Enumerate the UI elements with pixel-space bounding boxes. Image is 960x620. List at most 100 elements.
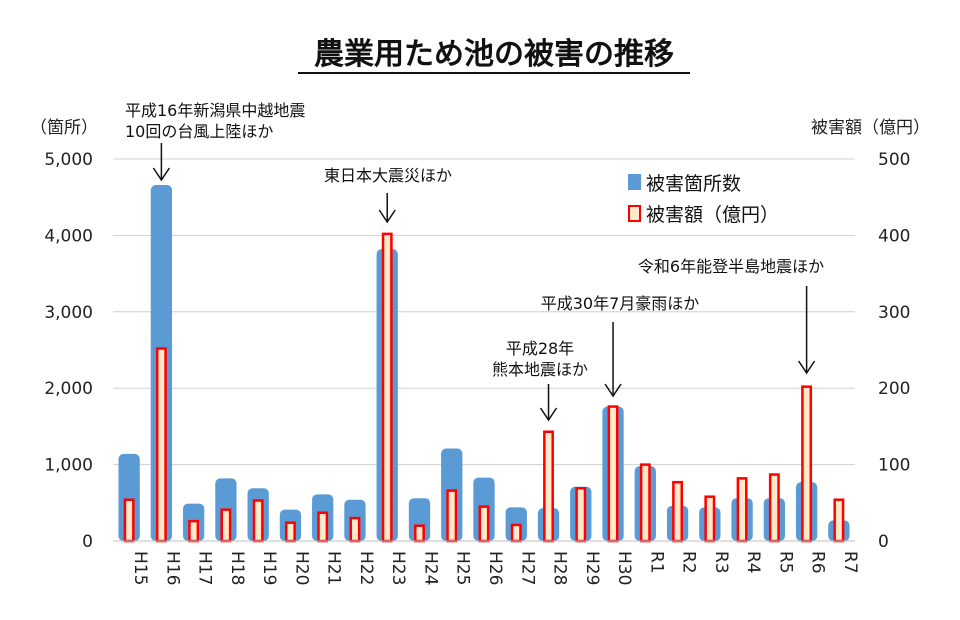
bar-amount (349, 516, 361, 543)
legend-swatch-count (628, 174, 641, 190)
bar-amount (155, 347, 167, 543)
x-tick-label-group: R4 (743, 551, 763, 574)
y-right-tick-label: 0 (878, 532, 889, 552)
y-right-tick-label: 500 (878, 150, 910, 170)
annotation-text: 平成28年 (506, 339, 574, 358)
bar-amount (543, 430, 554, 543)
x-tick-label-group: H16 (162, 551, 182, 585)
x-tick-label-group: H28 (550, 551, 570, 585)
bar-amount (478, 505, 490, 543)
y-right-tick-label: 300 (878, 303, 910, 323)
annotation-text: 熊本地震ほか (492, 360, 588, 379)
annotation-arrow-head (152, 167, 171, 182)
x-tick-label: H19 (259, 551, 279, 585)
x-tick-label-group: H25 (453, 551, 473, 585)
x-tick-label: H20 (291, 551, 311, 585)
bar-amount (801, 385, 813, 543)
y-left-tick-label: 0 (82, 532, 93, 552)
x-tick-label-group: R5 (775, 551, 795, 574)
x-tick-label-group: H24 (420, 551, 440, 585)
x-tick-label-group: H27 (517, 551, 537, 585)
y-left-tick-label: 3,000 (44, 303, 93, 323)
x-tick-label: R2 (679, 551, 699, 574)
x-tick-label-group: R3 (711, 551, 731, 574)
x-tick-label: R3 (711, 551, 731, 574)
bar-amount (317, 511, 329, 543)
grid-lines (113, 158, 855, 466)
x-tick-label-group: H15 (130, 551, 150, 585)
bar-amount (252, 499, 264, 543)
bar-amount (381, 232, 393, 543)
x-tick-label: H24 (420, 551, 440, 585)
axes: 0 0 1,000 100 2,000 200 3,000 300 4,000 400 5,000 5… (44, 150, 910, 585)
x-tick-label: H22 (356, 551, 376, 585)
x-tick-label: R7 (840, 551, 860, 574)
bar-amount (510, 523, 522, 543)
y-left-tick-label: 2,000 (44, 379, 93, 399)
x-tick-label: R1 (646, 551, 666, 574)
chart-title: 農業用ため池の被害の推移 (314, 37, 674, 72)
bar-amount (284, 521, 296, 543)
annotations: 平成16年新潟県中越地震 10回の台風上陸ほか東日本大震災ほか平成28年熊本地震ほ… (125, 101, 824, 422)
x-tick-label-group: R7 (840, 551, 860, 574)
bar-amount (833, 498, 845, 543)
bar-amount (414, 524, 425, 543)
bar-amount (123, 498, 135, 543)
x-tick-label: H25 (453, 551, 473, 585)
x-tick-label-group: H20 (291, 551, 311, 585)
x-tick-label: H15 (130, 551, 150, 585)
legend: 被害箇所数 被害額（億円） (628, 173, 779, 226)
bar-amount (736, 477, 748, 543)
bar-amount (188, 519, 200, 543)
x-tick-label: R6 (808, 551, 828, 574)
x-tick-label: H16 (162, 551, 182, 585)
bars (118, 184, 850, 543)
annotation-arrow-head (378, 209, 396, 224)
left-axis-unit: （箇所） (30, 118, 98, 138)
x-tick-label-group: H30 (614, 551, 634, 585)
x-tick-label: H26 (485, 551, 505, 585)
bar-amount (768, 473, 780, 543)
x-tick-label: H29 (582, 551, 602, 585)
bar-amount (704, 495, 716, 543)
legend-label-count: 被害箇所数 (646, 173, 741, 195)
x-tick-label-group: R2 (679, 551, 699, 574)
bar-amount (575, 487, 587, 543)
right-axis-unit: 被害額（億円） (811, 118, 930, 138)
annotation-arrow-head (604, 383, 622, 398)
annotation-text: 令和6年能登半島地震ほか (638, 257, 824, 276)
x-tick-label: H28 (550, 551, 570, 585)
x-tick-label-group: H18 (227, 551, 247, 585)
x-tick-label: R5 (775, 551, 795, 574)
x-tick-label: H21 (324, 551, 344, 585)
annotation-arrow-head (539, 407, 558, 422)
x-tick-label-group: H26 (485, 551, 505, 585)
x-tick-label: R4 (743, 551, 763, 574)
x-tick-label: H18 (227, 551, 247, 585)
bar-amount (639, 463, 651, 543)
bar-amount (446, 489, 458, 543)
x-tick-label-group: H23 (388, 551, 408, 585)
y-right-tick-label: 200 (878, 379, 910, 399)
annotation-text: 東日本大震災ほか (324, 166, 452, 185)
x-tick-label-group: H22 (356, 551, 376, 585)
bar-amount (220, 508, 232, 543)
y-left-tick-label: 4,000 (44, 226, 93, 246)
annotation-text: 10回の台風上陸ほか (125, 122, 273, 141)
y-right-tick-label: 400 (878, 226, 910, 246)
x-tick-label: H27 (517, 551, 537, 585)
x-tick-label-group: R6 (808, 551, 828, 574)
x-tick-label-group: R1 (646, 551, 666, 574)
annotation-arrow-head (797, 360, 816, 375)
x-tick-label-group: H29 (582, 551, 602, 585)
x-tick-label-group: H19 (259, 551, 279, 585)
x-tick-label: H30 (614, 551, 634, 585)
x-tick-label: H17 (195, 551, 215, 585)
legend-swatch-amount (628, 205, 641, 222)
y-right-tick-label: 100 (878, 456, 910, 476)
annotation-text: 平成16年新潟県中越地震 (125, 101, 305, 120)
x-tick-label: H23 (388, 551, 408, 585)
y-left-tick-label: 5,000 (44, 150, 93, 170)
legend-label-amount: 被害額（億円） (646, 204, 779, 226)
